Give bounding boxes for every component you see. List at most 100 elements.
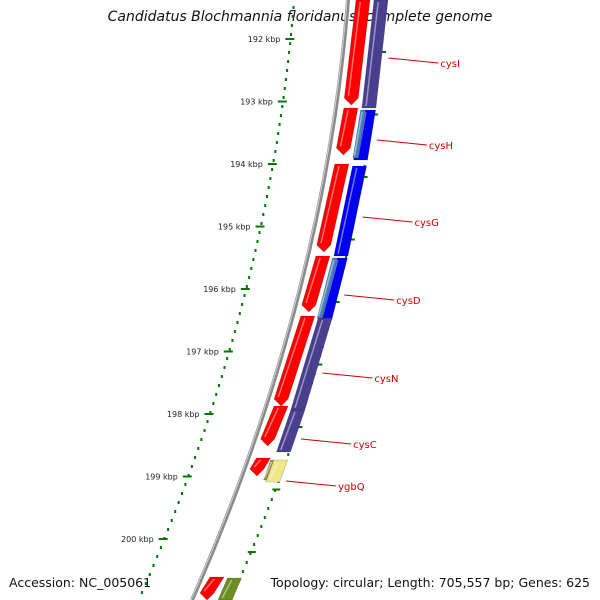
gene-block: [276, 409, 306, 453]
ruler-dot: [241, 303, 244, 306]
orf-forward-arrow-sheen: [320, 165, 340, 244]
orf-forward-arrow-sheen: [347, 1, 361, 97]
gene-subfeature-sheen: [317, 259, 335, 317]
ruler-dot: [281, 105, 284, 108]
gene-label-cysN: cysN: [374, 374, 398, 385]
ruler-dot: [194, 456, 197, 459]
feature-tracks: [199, 0, 389, 600]
ruler-dot: [286, 69, 289, 72]
ruler-dot: [290, 24, 293, 27]
ruler-dot: [267, 186, 270, 189]
backbone-highlight: [190, 0, 348, 600]
orf-forward-arrow: [301, 255, 331, 313]
orf-forward-arrow-sheen: [253, 459, 262, 468]
ruler-dot: [260, 222, 263, 225]
ruler-dot: [223, 366, 226, 369]
orf-forward-arrow-sheen: [305, 257, 321, 304]
ruler-tick-label: 195 kbp: [218, 223, 251, 232]
ruler-dot: [215, 393, 218, 396]
ruler-dot: [200, 438, 203, 441]
ruler-dot: [280, 114, 282, 117]
ruler-dot-right: [245, 561, 248, 564]
gene-subfeature: [316, 257, 338, 319]
accession-info: Accession: NC_005061: [9, 575, 151, 590]
ruler-tick-label: 200 kbp: [121, 535, 154, 544]
ruler-tick-label: 194 kbp: [230, 160, 263, 169]
orf-forward-arrow: [343, 0, 371, 106]
orf-forward-arrow-sheen: [203, 578, 215, 592]
gene-labels: cysI cysH cysG cysD cysN cysC ygbQ: [286, 57, 460, 493]
ruler-dot: [258, 231, 261, 234]
ruler-dot: [156, 555, 159, 558]
gene-block-sheen: [279, 411, 296, 451]
ruler-tick: [240, 288, 250, 290]
ruler-dot: [254, 249, 257, 252]
ruler-dot-right: [287, 453, 290, 456]
gene-block-sheen: [365, 1, 379, 107]
ruler-dot: [218, 384, 220, 387]
ruler-dot: [275, 141, 278, 144]
gene-block-sheen: [221, 579, 233, 599]
ruler-dot: [250, 267, 253, 270]
ruler-dot: [184, 483, 187, 486]
ruler-dot: [277, 132, 280, 135]
ruler-dot: [262, 213, 265, 216]
gene-subfeature-yellow: [263, 459, 275, 481]
ruler-tick-label: 197 kbp: [186, 348, 219, 357]
ruler-tick: [182, 475, 192, 478]
ruler-dot: [271, 168, 274, 171]
gene-leader-line: [376, 139, 427, 146]
gene-block-sheen: [294, 319, 324, 409]
ruler-dot: [264, 204, 267, 207]
ruler-tick: [223, 350, 233, 353]
ruler-dot: [266, 195, 268, 198]
gene-block: [217, 577, 242, 600]
gene-leader-line: [344, 294, 395, 301]
ruler-tick-label: 192 kbp: [248, 35, 281, 44]
orf-forward-arrow-sheen: [264, 407, 279, 438]
ruler-tick: [204, 413, 214, 415]
ruler-dot: [256, 240, 259, 243]
backbone: [190, 0, 350, 600]
orf-forward-arrow: [260, 405, 289, 447]
ruler-dot: [291, 15, 294, 18]
ruler-dot: [228, 348, 231, 351]
ruler-dot: [140, 591, 143, 594]
ruler-tick: [285, 38, 295, 40]
ruler-dot: [177, 501, 180, 504]
gene-leader-line: [388, 57, 439, 64]
ruler-dot: [287, 60, 290, 63]
ruler-dot: [236, 321, 239, 324]
ruler-dot: [289, 42, 292, 45]
ruler-dot-right: [345, 255, 348, 258]
gene-block: [361, 0, 389, 109]
orf-forward-arrow-sheen: [339, 109, 349, 147]
ruler-dot-right: [253, 543, 256, 546]
ruler-dot: [252, 258, 255, 261]
ruler-dot-right: [267, 507, 270, 510]
ruler-tick-right: [247, 551, 256, 553]
orf-forward-arrow: [199, 576, 225, 600]
orf-forward-arrow: [316, 163, 350, 253]
orf-forward-arrow: [249, 457, 271, 477]
ruler-dot: [231, 339, 234, 342]
ruler-dot: [283, 87, 286, 90]
gene-label-cysH: cysH: [429, 141, 453, 152]
ruler-dot: [148, 573, 151, 576]
gene-label-ygbQ: ygbQ: [338, 482, 365, 493]
ruler-tick-label: 193 kbp: [240, 98, 273, 107]
ruler-dot: [209, 411, 212, 414]
ruler-dot: [269, 177, 272, 180]
ruler-dot: [243, 294, 246, 297]
orf-forward-arrow-sheen: [277, 317, 306, 398]
ruler-dot-right: [256, 534, 259, 537]
ruler-tick-label: 196 kbp: [203, 285, 236, 294]
ruler-dot: [167, 528, 170, 531]
ruler-dot-right: [263, 516, 266, 519]
gene-leader-line: [301, 438, 352, 445]
ruler-dot: [248, 276, 251, 279]
map-title: Candidatus Blochmannia floridanus, compl…: [107, 9, 493, 25]
ruler-tick: [277, 100, 287, 103]
ruler-tick: [255, 225, 265, 228]
